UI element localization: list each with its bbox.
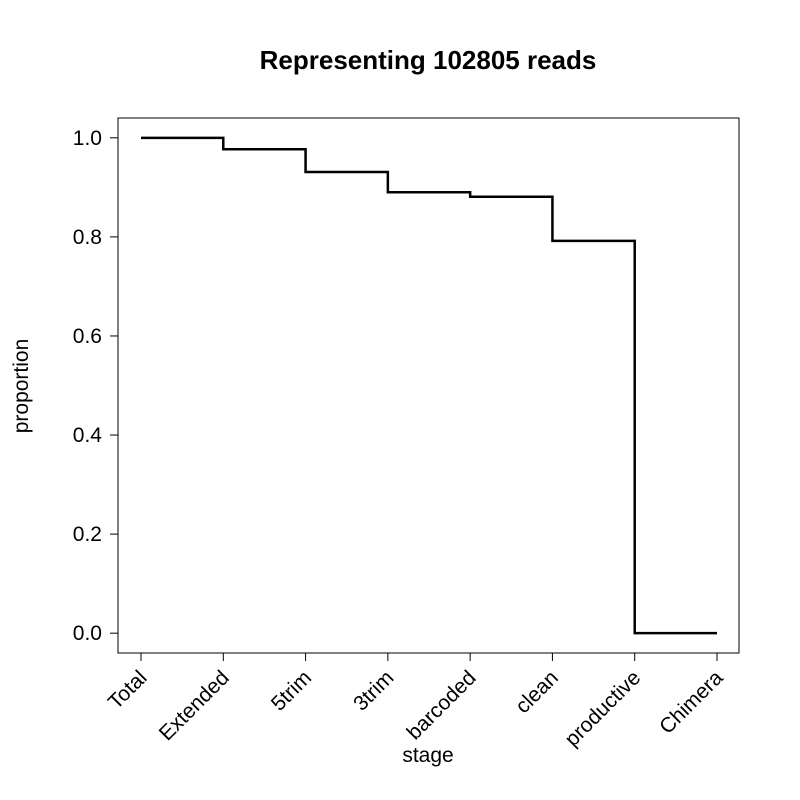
y-tick-label: 0.0 [73, 622, 102, 645]
y-tick-label: 1.0 [73, 127, 102, 150]
x-tick-label-total: Total [104, 666, 152, 714]
x-tick-label-3trim: 3trim [349, 666, 398, 715]
x-axis: Total Extended 5trim 3trim barcoded cleanprod… [104, 653, 728, 751]
y-tick-label: 0.2 [73, 523, 102, 546]
x-tick-label-productive: productive [560, 666, 645, 751]
x-tick-label-extended: Extended [155, 666, 234, 745]
plot-frame [117, 117, 740, 654]
y-axis: 0.0 0.2 0.4 0.6 0.8 1.0 [73, 127, 118, 645]
x-tick-label-chimera: Chimera [655, 666, 728, 739]
y-tick-label: 0.8 [73, 226, 102, 249]
y-axis-label: proportion [10, 339, 33, 434]
y-tick-label: 0.6 [73, 325, 102, 348]
x-axis-label: stage [402, 744, 453, 767]
chart-title: Representing 102805 reads [260, 45, 597, 75]
x-tick-label-clean: clean [511, 666, 563, 718]
x-tick-label-barcoded: barcoded [402, 666, 480, 744]
y-tick-label: 0.4 [73, 424, 103, 447]
x-tick-label-5trim: 5trim [267, 666, 316, 715]
series-line [141, 136, 717, 635]
